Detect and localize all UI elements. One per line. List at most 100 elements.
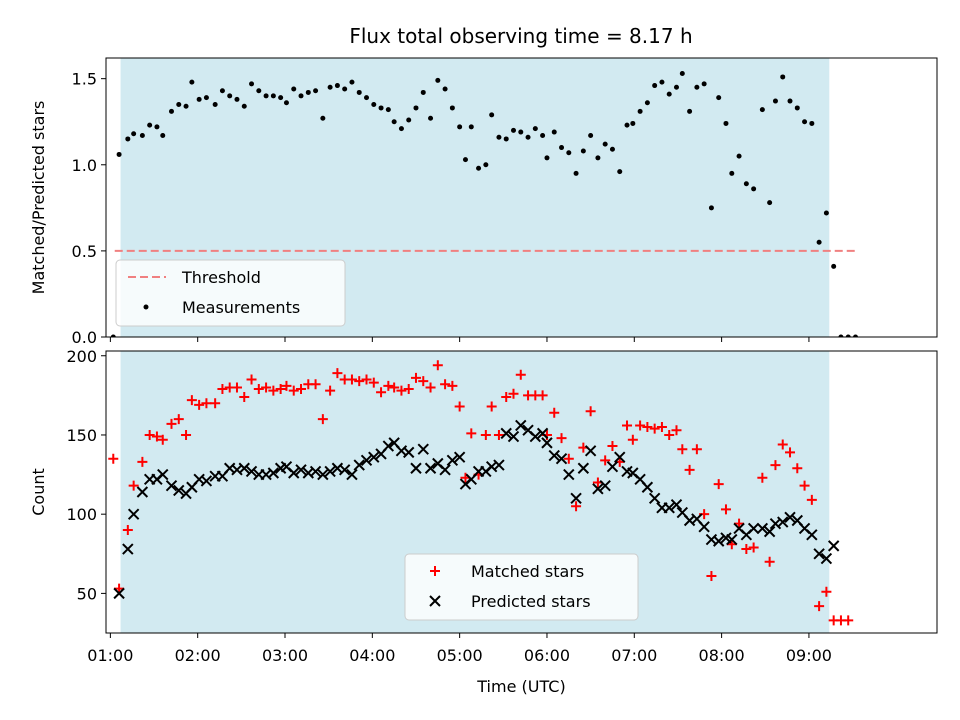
measurement-point	[168, 108, 174, 114]
y-tick-label: 200	[66, 347, 97, 366]
predicted-star-point	[157, 468, 169, 481]
measurement-point	[540, 133, 546, 138]
measurement-point	[701, 81, 707, 87]
predicted-star-point	[606, 460, 619, 473]
measurement-point	[544, 155, 550, 161]
matched-star-point	[403, 384, 414, 395]
matched-star-point	[410, 372, 421, 383]
measurement-point	[270, 93, 276, 99]
measurement-point	[573, 170, 579, 176]
measurement-point	[687, 108, 693, 114]
matched-star-point	[354, 376, 365, 387]
measurement-point	[342, 86, 348, 92]
measurement-point	[457, 124, 463, 130]
measurement-point	[772, 98, 778, 104]
matched-star-point	[785, 447, 796, 458]
predicted-star-point	[165, 479, 178, 492]
matched-star-point	[684, 464, 695, 475]
matched-star-point	[210, 398, 221, 409]
matched-star-point	[493, 429, 504, 440]
predicted-star-point	[747, 522, 760, 535]
predicted-star-point	[515, 419, 527, 432]
measurement-point	[679, 71, 685, 76]
measurement-point	[602, 141, 608, 147]
matched-star-point	[777, 439, 788, 450]
measurement-point	[816, 239, 822, 245]
legend-box	[404, 553, 639, 621]
matched-star-point	[144, 429, 155, 440]
measurement-point	[241, 103, 247, 109]
predicted-star-point	[541, 437, 553, 449]
y-tick-label: 1.5	[72, 70, 97, 89]
matched-star-point	[556, 433, 567, 444]
matched-star-point	[425, 382, 436, 393]
measurement-point	[637, 108, 643, 114]
predicted-star-point	[113, 587, 125, 600]
matched-star-point	[383, 380, 394, 391]
predicted-star-point	[712, 535, 725, 547]
measurement-point	[435, 77, 441, 83]
matched-star-point	[656, 422, 667, 433]
y-tick-label: 0.5	[72, 242, 97, 261]
y-axis-label: Count	[29, 468, 48, 516]
legend-measurement-swatch	[143, 304, 149, 310]
measurement-point	[532, 126, 538, 132]
measurement-point	[609, 146, 615, 152]
measurement-point	[147, 122, 153, 128]
measurement-point	[413, 105, 419, 111]
predicted-star-point	[127, 508, 140, 520]
measurement-point	[227, 93, 233, 99]
measurement-point	[256, 88, 262, 94]
measurement-point	[644, 100, 650, 106]
matched-star-point	[275, 384, 286, 395]
matched-star-point	[806, 494, 817, 505]
predicted-star-point	[555, 453, 568, 465]
y-tick-label: 150	[66, 426, 97, 445]
predicted-star-point	[570, 492, 582, 505]
predicted-star-point	[592, 483, 604, 495]
predicted-star-point	[493, 459, 505, 471]
measurement-point	[398, 126, 404, 132]
predicted-star-point	[346, 468, 358, 481]
matched-star-point	[346, 374, 357, 385]
predicted-star-point	[806, 529, 818, 541]
measurement-point	[154, 124, 160, 130]
predicted-star-point	[548, 449, 560, 462]
measurement-point	[327, 84, 333, 90]
matched-star-point	[642, 422, 653, 433]
measurement-point	[518, 129, 524, 135]
predicted-star-point	[577, 462, 590, 474]
plot-area	[110, 71, 859, 337]
x-tick-label: 04:00	[349, 646, 395, 665]
x-tick-label: 06:00	[524, 646, 570, 665]
measurement-point	[652, 83, 658, 89]
matched-star-point	[432, 360, 443, 371]
matched-star-point	[454, 401, 465, 412]
y-tick-label: 100	[66, 505, 97, 524]
matched-star-point	[440, 379, 451, 390]
legend-label: Threshold	[181, 268, 261, 287]
predicted-star-point	[614, 451, 626, 463]
matched-star-point	[246, 374, 257, 385]
predicted-star-point	[267, 467, 280, 479]
measurement-point	[203, 95, 209, 101]
legend: Threshold Measurements	[115, 259, 346, 327]
measurement-point	[630, 120, 636, 126]
matched-star-point	[748, 542, 759, 553]
matched-star-point	[157, 434, 168, 445]
predicted-star-point	[136, 486, 149, 498]
measurement-point	[428, 115, 434, 121]
matched-star-point	[843, 615, 854, 626]
measurement-point	[780, 74, 786, 80]
y-tick-label: 50	[77, 584, 97, 603]
measurement-point	[751, 186, 757, 192]
matched-star-point	[418, 376, 429, 387]
measurement-point	[767, 200, 773, 206]
measurement-point	[736, 153, 742, 159]
measurement-point	[320, 115, 326, 121]
predicted-star-point	[424, 462, 437, 474]
chart-title: Flux total observing time = 8.17 h	[349, 24, 692, 48]
matched-star-point	[607, 441, 618, 452]
predicted-star-point	[417, 443, 429, 455]
predicted-star-point	[726, 533, 738, 546]
